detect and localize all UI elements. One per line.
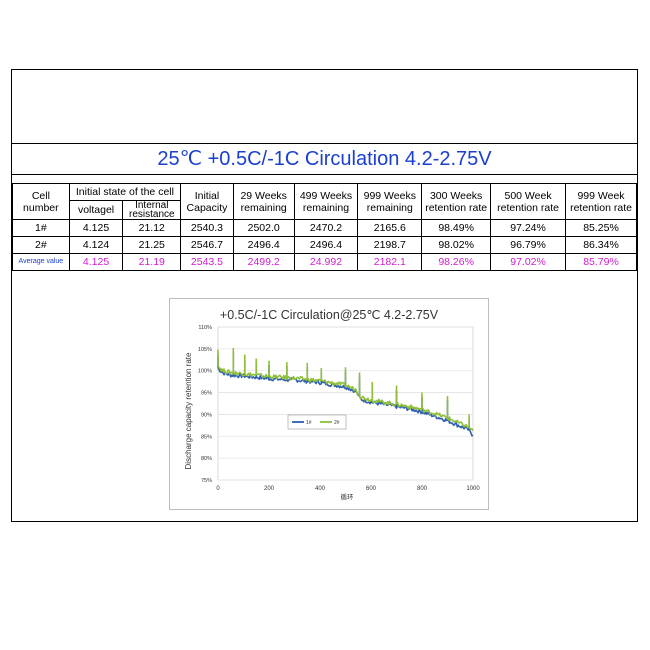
- cell-r300: 98.02%: [421, 236, 492, 254]
- table-row-average: Average value 4.125 21.19 2543.5 2499.2 …: [12, 253, 637, 271]
- x-axis-label: 循环: [341, 492, 355, 501]
- cell-w29: 2499.2: [232, 253, 295, 271]
- header-499-weeks: 499 Weeks remaining: [293, 183, 359, 220]
- header-cell-number: Cell number: [12, 183, 70, 220]
- x-tick-label: 1000: [466, 486, 480, 492]
- cell-voltage: 4.125: [68, 253, 124, 271]
- y-tick-label: 110%: [198, 325, 212, 331]
- header-internal-resistance: Internal resistance: [122, 200, 182, 220]
- chart-svg: +0.5C/-1C Circulation@25℃ 4.2-2.75V 75% 8…: [184, 308, 480, 501]
- cell-resistance: 21.25: [122, 236, 182, 254]
- table-row: 2# 4.124 21.25 2546.7 2496.4 2496.4 2198…: [12, 236, 637, 254]
- cell-w999: 2182.1: [357, 253, 423, 271]
- x-tick-label: 0: [216, 486, 220, 492]
- cell-w499: 2470.2: [293, 219, 359, 237]
- cell-r999: 85.25%: [565, 219, 637, 237]
- table-row: 1# 4.125 21.12 2540.3 2502.0 2470.2 2165…: [12, 219, 637, 237]
- cell-voltage: 4.124: [68, 236, 124, 254]
- cell-w29: 2502.0: [232, 219, 295, 237]
- y-tick-label: 100%: [198, 369, 212, 375]
- cell-capacity: 2540.3: [180, 219, 234, 237]
- cell-w29: 2496.4: [232, 236, 295, 254]
- cell-capacity: 2543.5: [180, 253, 234, 271]
- cell-w999: 2198.7: [357, 236, 423, 254]
- legend-label: 1#: [306, 420, 312, 426]
- header-999-weeks: 999 Weeks remaining: [357, 183, 423, 220]
- cell-r999: 86.34%: [565, 236, 637, 254]
- y-tick-label: 90%: [201, 412, 212, 418]
- cell-id: 2#: [12, 236, 70, 254]
- cell-r500: 96.79%: [490, 236, 567, 254]
- plot-area: [217, 326, 474, 481]
- header-999-retention: 999 Week retention rate: [565, 183, 637, 220]
- cell-capacity: 2546.7: [180, 236, 234, 254]
- x-tick-label: 200: [264, 486, 275, 492]
- cell-w499: 24.992: [293, 253, 359, 271]
- x-tick-label: 800: [417, 486, 428, 492]
- cell-resistance: 21.12: [122, 219, 182, 237]
- chart-title: +0.5C/-1C Circulation@25℃ 4.2-2.75V: [220, 308, 439, 322]
- x-tick-label: 600: [366, 486, 377, 492]
- legend-label: 2#: [334, 420, 340, 426]
- cell-w499: 2496.4: [293, 236, 359, 254]
- header-voltage: voltagel: [68, 200, 124, 220]
- cell-r500: 97.24%: [490, 219, 567, 237]
- cell-w999: 2165.6: [357, 219, 423, 237]
- y-tick-label: 95%: [201, 391, 212, 397]
- cell-r500: 97.02%: [490, 253, 567, 271]
- page-title: 25℃ +0.5C/-1C Circulation 4.2-2.75V: [157, 148, 492, 170]
- document-sheet: 25℃ +0.5C/-1C Circulation 4.2-2.75V Cell…: [11, 69, 638, 522]
- cell-r999: 85.79%: [565, 253, 637, 271]
- y-tick-label: 105%: [198, 347, 212, 353]
- cell-voltage: 4.125: [68, 219, 124, 237]
- cell-resistance: 21.19: [122, 253, 182, 271]
- chart-legend: 1# 2#: [287, 414, 347, 430]
- y-tick-label: 85%: [201, 434, 212, 440]
- header-500-retention: 500 Week retention rate: [490, 183, 567, 220]
- y-tick-label: 80%: [201, 456, 212, 462]
- header-initial-state: Initial state of the cell: [68, 183, 182, 201]
- retention-chart: +0.5C/-1C Circulation@25℃ 4.2-2.75V 75% 8…: [170, 299, 488, 509]
- header-300-retention: 300 Weeks retention rate: [421, 183, 492, 220]
- results-table: Cell number Initial state of the cell In…: [12, 183, 637, 271]
- y-axis-label: Discharge capacity retention rate: [184, 352, 193, 470]
- title-row: 25℃ +0.5C/-1C Circulation 4.2-2.75V: [12, 143, 637, 175]
- cell-r300: 98.26%: [421, 253, 492, 271]
- cell-id: 1#: [12, 219, 70, 237]
- header-initial-capacity: Initial Capacity: [180, 183, 234, 220]
- cell-r300: 98.49%: [421, 219, 492, 237]
- header-29-weeks: 29 Weeks remaining: [232, 183, 295, 220]
- y-tick-label: 75%: [201, 478, 212, 484]
- x-tick-label: 400: [315, 486, 326, 492]
- cell-id: Average value: [12, 253, 70, 271]
- legend-box: [287, 414, 347, 430]
